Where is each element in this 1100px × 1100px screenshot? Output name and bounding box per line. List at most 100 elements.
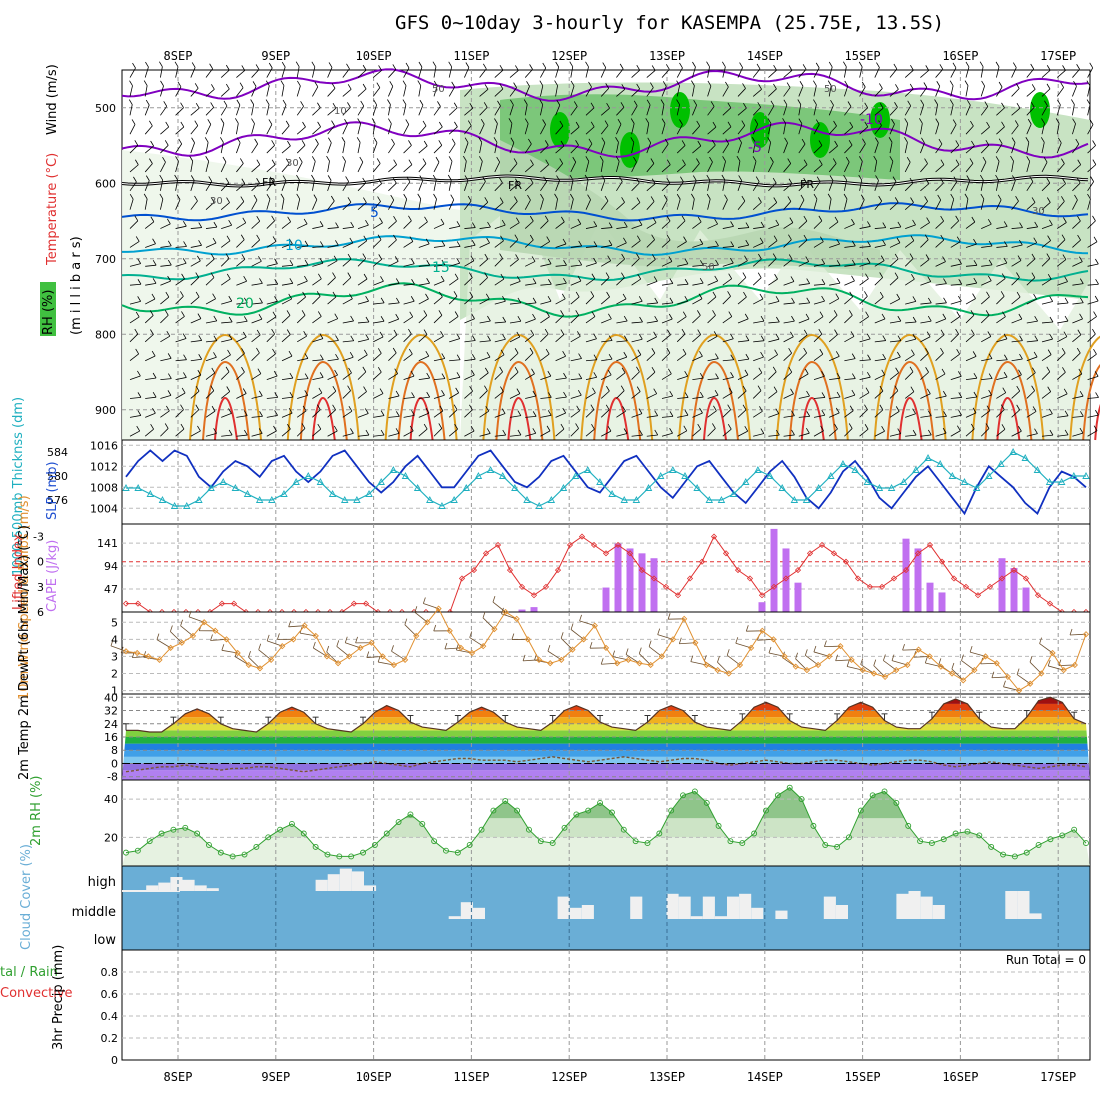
wind-barb xyxy=(768,142,772,154)
wind-barb-flag xyxy=(132,62,136,69)
wind-barb xyxy=(981,358,993,362)
wind10m-barb-flag xyxy=(469,631,473,638)
wind-speed-point xyxy=(346,653,353,660)
wind-barb-flag xyxy=(440,218,445,225)
wind-barb xyxy=(737,296,747,305)
wind-barb xyxy=(342,432,354,437)
li-point xyxy=(590,541,598,549)
wind-barb xyxy=(494,123,498,135)
wind-barb xyxy=(904,182,914,192)
rh-point xyxy=(312,843,319,850)
wind-barb-flag xyxy=(441,353,446,359)
wind-barb-flag xyxy=(435,156,440,163)
wind10m-barb-flag xyxy=(377,655,381,663)
wind-barb-flag xyxy=(912,316,917,323)
contour-label: 10 xyxy=(285,238,303,254)
cape-bar xyxy=(998,558,1006,612)
wind-barb-flag xyxy=(911,273,915,280)
wind-barb-flag xyxy=(531,256,536,262)
wind-barb xyxy=(1011,374,1022,380)
wind-barb-flag xyxy=(800,194,805,201)
wind-barb xyxy=(479,277,488,286)
wind-barb xyxy=(905,434,917,437)
wind-barb-flag xyxy=(653,331,657,338)
wind-barb xyxy=(1041,240,1051,248)
wind-barb xyxy=(464,409,473,418)
wind-barb-flag xyxy=(591,423,595,430)
wind-barb xyxy=(494,258,503,267)
wind-barb-flag xyxy=(760,335,765,341)
wind-barb xyxy=(418,315,428,324)
wind-barb xyxy=(403,241,414,248)
wind-barb-flag xyxy=(451,138,456,145)
wind-barb-flag xyxy=(529,177,534,184)
wind-barb xyxy=(418,377,430,380)
wind-barb-flag xyxy=(285,120,290,127)
wind-barb xyxy=(1026,356,1038,362)
wind-barb xyxy=(144,221,155,229)
wind-barb-flag xyxy=(464,175,469,181)
wind-barb-flag xyxy=(177,81,182,88)
wind-speed-point xyxy=(736,661,744,669)
wind-barb xyxy=(175,225,187,229)
wind-barb xyxy=(494,69,504,78)
wind-barb xyxy=(1041,161,1048,173)
wind-barb xyxy=(494,105,501,116)
wind-barb xyxy=(783,104,788,116)
wind-barb xyxy=(433,428,443,437)
wind-barb-flag xyxy=(882,222,887,228)
wind-barb-flag xyxy=(197,425,201,432)
wind-barb xyxy=(327,318,338,324)
wind-barb-flag xyxy=(836,372,841,379)
wind-barb xyxy=(418,180,424,191)
wind-barb xyxy=(205,410,216,418)
li-point xyxy=(938,558,946,565)
wind-barb-flag xyxy=(980,193,985,200)
wind-barb-flag xyxy=(527,194,531,201)
wind-barb-flag xyxy=(1049,316,1054,323)
wind-barb-flag xyxy=(881,369,886,376)
pressure-tick-label: 800 xyxy=(95,328,116,341)
wind-barb-flag xyxy=(425,407,430,414)
wind-barb xyxy=(342,88,352,97)
wind-barb xyxy=(479,181,486,192)
wind-barb-flag xyxy=(988,240,993,247)
wind-barb-flag xyxy=(1017,255,1022,261)
rh-point xyxy=(893,799,900,806)
wind-barb-flag xyxy=(347,272,352,278)
wind-barb xyxy=(297,264,309,267)
wind-barb-flag xyxy=(682,348,687,355)
wind-barb-flag xyxy=(469,291,474,298)
wind-barb-flag xyxy=(344,119,348,125)
wind-barb-flag xyxy=(493,137,498,143)
wind-barb-flag xyxy=(198,335,203,341)
wind-barb-flag xyxy=(938,138,943,145)
rh-grey-band xyxy=(500,140,880,270)
wind-barb-flag xyxy=(956,311,961,317)
wind-barb xyxy=(920,393,931,399)
rh-point xyxy=(585,807,592,814)
wind-barb-flag xyxy=(180,423,185,430)
wind-barb-flag xyxy=(697,310,701,316)
wind-barb-flag xyxy=(181,387,186,394)
wind-barb xyxy=(904,240,915,248)
wind-barb-flag xyxy=(304,275,308,282)
wind10m-barb xyxy=(735,642,752,649)
wind-barb-flag xyxy=(621,272,625,278)
wind-barb xyxy=(1072,182,1081,192)
wind-barb xyxy=(570,66,574,78)
wind-barb-flag xyxy=(500,349,505,356)
wind-barb xyxy=(190,374,202,380)
wind10m-barb xyxy=(690,661,707,666)
wind-barb-flag xyxy=(332,385,337,392)
wind-speed-point xyxy=(290,636,297,643)
wind-barb-flag xyxy=(606,103,610,109)
wind-barb xyxy=(388,220,397,229)
wind-barb-flag xyxy=(578,373,583,379)
wind-barb-flag xyxy=(532,313,536,320)
wind-barb-flag xyxy=(1090,176,1094,182)
wind-barb-flag xyxy=(287,216,292,223)
wind-barb-flag xyxy=(213,352,217,358)
wind-barb-flag xyxy=(728,311,733,317)
